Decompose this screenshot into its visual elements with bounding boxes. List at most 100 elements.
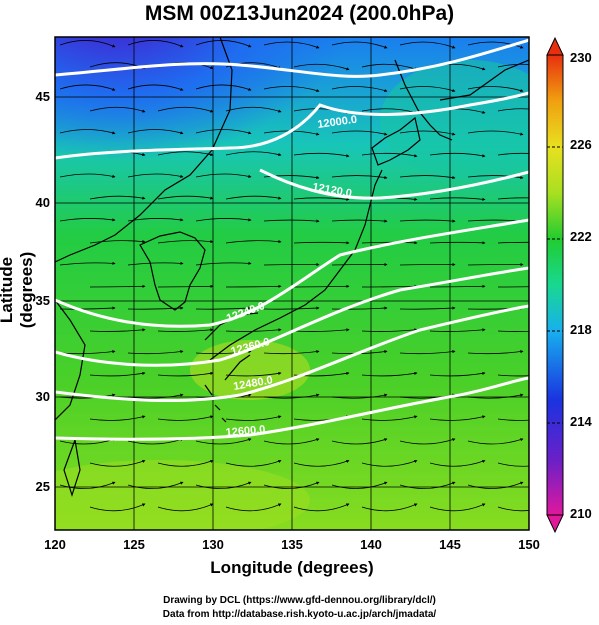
streamline: [293, 241, 350, 245]
streamline: [467, 41, 524, 49]
streamline: [361, 459, 418, 467]
streamline: [497, 197, 529, 200]
wind-streamlines: [59, 40, 529, 512]
streamline: [59, 40, 116, 48]
colorbar-ticks: [547, 146, 563, 424]
streamline: [225, 195, 282, 200]
streamline: [127, 261, 184, 266]
streamline: [157, 371, 214, 377]
colorbar-max-triangle: [546, 36, 564, 56]
lon-tick-140: 140: [360, 537, 382, 552]
streamline: [59, 84, 116, 91]
streamline: [127, 129, 184, 135]
height-contours: [55, 38, 529, 441]
streamline: [195, 84, 252, 91]
streamline: [467, 86, 524, 93]
streamline: [361, 328, 418, 332]
streamline: [399, 306, 456, 310]
streamline: [399, 130, 456, 136]
streamline: [225, 371, 282, 377]
streamline: [195, 306, 252, 310]
streamline: [467, 393, 524, 399]
streamline: [429, 459, 486, 467]
streamline: [59, 129, 116, 135]
streamline: [361, 371, 418, 377]
colorbar-min-triangle: [546, 514, 564, 534]
streamline: [195, 218, 252, 222]
streamline: [497, 286, 529, 288]
streamline: [497, 462, 529, 467]
credit-drawing: Drawing by DCL (https://www.gfd-dennou.o…: [163, 595, 436, 606]
streamline: [293, 63, 350, 71]
streamline: [399, 86, 456, 93]
streamline: [127, 481, 184, 489]
streamline: [157, 328, 214, 332]
streamline: [225, 106, 282, 113]
streamline: [89, 459, 146, 467]
streamline: [59, 173, 116, 178]
contour-label-12600: 12600.0: [225, 424, 266, 439]
streamline: [157, 459, 214, 467]
streamline: [361, 415, 418, 421]
streamline: [399, 219, 456, 223]
lon-tick-130: 130: [202, 537, 224, 552]
streamline: [293, 503, 350, 512]
contour-label-12000: 12000.0: [317, 114, 358, 131]
streamline: [293, 459, 350, 467]
streamline: [59, 481, 116, 489]
map-frame: [54, 36, 530, 531]
streamline: [195, 129, 252, 135]
grid-lines: [55, 37, 529, 530]
streamline: [331, 438, 388, 445]
cyan-patch: [380, 60, 529, 180]
streamline: [89, 415, 146, 421]
streamline: [89, 195, 146, 200]
streamline: [497, 63, 529, 68]
streamline: [497, 506, 529, 512]
streamline: [467, 481, 524, 489]
lat-tick-35: 35: [35, 293, 50, 308]
streamline: [157, 503, 214, 512]
streamline: [361, 503, 418, 512]
streamline: [59, 306, 116, 310]
streamline: [293, 284, 350, 288]
streamline: [225, 151, 282, 157]
streamline: [195, 40, 252, 48]
lon-tick-120: 120: [44, 537, 66, 552]
streamline: [157, 239, 214, 244]
streamline: [399, 175, 456, 180]
map-title: MSM 00Z13Jun2024 (200.0hPa): [144, 2, 455, 25]
streamline: [59, 393, 116, 399]
streamline: [127, 84, 184, 91]
streamline: [331, 130, 388, 136]
streamline: [361, 63, 418, 71]
streamline: [59, 261, 116, 266]
colorbar-label-210: 210: [570, 506, 592, 521]
streamline: [497, 241, 529, 244]
streamline: [127, 350, 184, 355]
streamline: [127, 306, 184, 310]
streamline: [331, 306, 388, 310]
streamline: [127, 393, 184, 399]
streamline: [89, 503, 146, 512]
streamline: [429, 415, 486, 421]
lat-tick-25: 25: [35, 479, 50, 494]
streamline: [89, 239, 146, 244]
streamline: [225, 284, 282, 288]
streamline: [497, 330, 529, 332]
streamline: [429, 503, 486, 512]
x-axis-label: Longitude (degrees): [210, 558, 374, 577]
streamline: [467, 350, 524, 355]
streamline: [361, 241, 418, 245]
streamline: [467, 438, 524, 445]
lon-tick-135: 135: [281, 537, 303, 552]
streamline: [331, 41, 388, 49]
lon-tick-145: 145: [439, 537, 461, 552]
streamline: [157, 284, 214, 288]
colorbar-label-230: 230: [570, 50, 592, 65]
streamline: [293, 152, 350, 158]
streamline: [467, 175, 524, 180]
streamline: [361, 152, 418, 158]
credit-data-source: Data from http://database.rish.kyoto-u.a…: [162, 609, 437, 620]
